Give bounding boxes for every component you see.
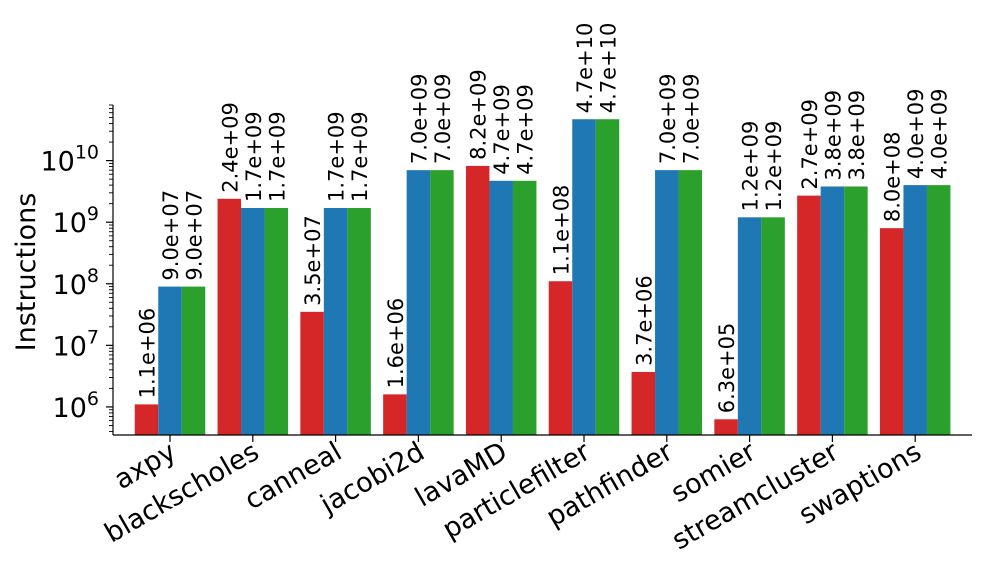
bar xyxy=(797,195,821,435)
bar xyxy=(465,165,490,436)
bar-value-label: 1.6e+06 xyxy=(384,298,408,389)
bar xyxy=(879,228,904,435)
bar-value-label: 6.3e+05 xyxy=(715,323,739,414)
bar-value-label: 2.4e+09 xyxy=(218,102,242,193)
bar-value-label: 1.1e+06 xyxy=(136,308,160,399)
bar xyxy=(264,207,289,435)
bar-value-label: 1.7e+09 xyxy=(325,111,349,202)
data-labels-group: 1.1e+069.0e+07 9.0e+072.4e+09 1.7e+09 1.7e+… xyxy=(136,23,952,414)
y-tick-label-exponent: 7 xyxy=(87,326,99,348)
y-tick-label: 107 xyxy=(53,326,99,362)
y-tick-label: 106 xyxy=(53,388,99,424)
y-tick-label-base: 10 xyxy=(53,208,87,239)
bar xyxy=(678,170,703,435)
bar-value-label: 3.5e+07 xyxy=(301,215,325,306)
bar-value-label: 1.7e+09 xyxy=(265,111,289,202)
bar-value-label: 1.1e+08 xyxy=(550,185,574,276)
y-axis-label: Instructions xyxy=(11,193,42,352)
bar xyxy=(430,170,454,435)
bar-value-label: 4.7e+09 xyxy=(490,84,514,175)
bar xyxy=(595,119,620,436)
bar-value-label: 3.7e+06 xyxy=(632,275,656,366)
y-tick-label-base: 10 xyxy=(40,147,74,178)
bar-value-label: 3.8e+09 xyxy=(821,90,845,181)
bar xyxy=(548,281,573,435)
bar xyxy=(737,217,762,435)
y-tick-label: 109 xyxy=(53,203,99,239)
bar-value-label: 1.7e+09 xyxy=(242,111,266,202)
bar-value-label: 8.0e+08 xyxy=(881,132,905,223)
y-tick-label-exponent: 8 xyxy=(87,265,99,287)
bar-value-label: 9.0e+07 xyxy=(183,190,207,281)
bar xyxy=(383,394,407,435)
bar-value-label: 4.7e+10 xyxy=(573,23,597,114)
bar-value-label: 9.0e+07 xyxy=(159,190,183,281)
bar-value-label: 7.0e+09 xyxy=(656,74,680,165)
bar-value-label: 1.2e+09 xyxy=(762,121,786,212)
bar xyxy=(714,419,738,435)
bar xyxy=(134,404,159,435)
bar xyxy=(655,170,679,435)
bar xyxy=(158,286,182,435)
bar xyxy=(181,286,206,435)
bar-value-label: 4.0e+09 xyxy=(928,88,952,179)
bar-value-label: 8.2e+09 xyxy=(467,69,491,160)
bar xyxy=(489,180,513,435)
bar xyxy=(844,186,868,435)
y-tick-label: 1010 xyxy=(40,142,99,178)
bar-value-label: 7.0e+09 xyxy=(679,74,703,165)
y-tick-label-base: 10 xyxy=(53,331,87,362)
y-tick-label-exponent: 9 xyxy=(87,203,99,225)
x-axis-ticks: axpyblackscholescannealjacobi2dlavaMDpar… xyxy=(100,435,927,556)
bar xyxy=(926,185,951,435)
bar-value-label: 4.7e+09 xyxy=(514,84,538,175)
bar-value-label: 1.2e+09 xyxy=(739,121,763,212)
bar xyxy=(761,217,785,435)
bar-value-label: 4.7e+10 xyxy=(597,23,621,114)
bar xyxy=(217,198,242,435)
bar xyxy=(347,207,371,435)
y-tick-label-exponent: 6 xyxy=(87,388,99,410)
bar-value-label: 7.0e+09 xyxy=(431,74,455,165)
y-tick-label-base: 10 xyxy=(53,270,87,301)
bar xyxy=(323,207,348,435)
bars-group xyxy=(134,119,951,436)
y-tick-label: 108 xyxy=(53,265,99,301)
bar xyxy=(572,119,596,436)
bar-value-label: 1.7e+09 xyxy=(348,111,372,202)
bar xyxy=(300,311,324,435)
bar xyxy=(820,186,845,435)
bar xyxy=(631,371,656,435)
bar-value-label: 7.0e+09 xyxy=(407,74,431,165)
y-tick-label-base: 10 xyxy=(53,393,87,424)
bar-value-label: 4.0e+09 xyxy=(904,88,928,179)
bar-value-label: 3.8e+09 xyxy=(845,90,869,181)
y-tick-label-exponent: 10 xyxy=(75,142,99,164)
bar xyxy=(406,170,431,435)
bar-value-label: 2.7e+09 xyxy=(798,99,822,190)
bar xyxy=(241,207,265,435)
bar xyxy=(903,185,927,435)
bar xyxy=(512,180,537,435)
